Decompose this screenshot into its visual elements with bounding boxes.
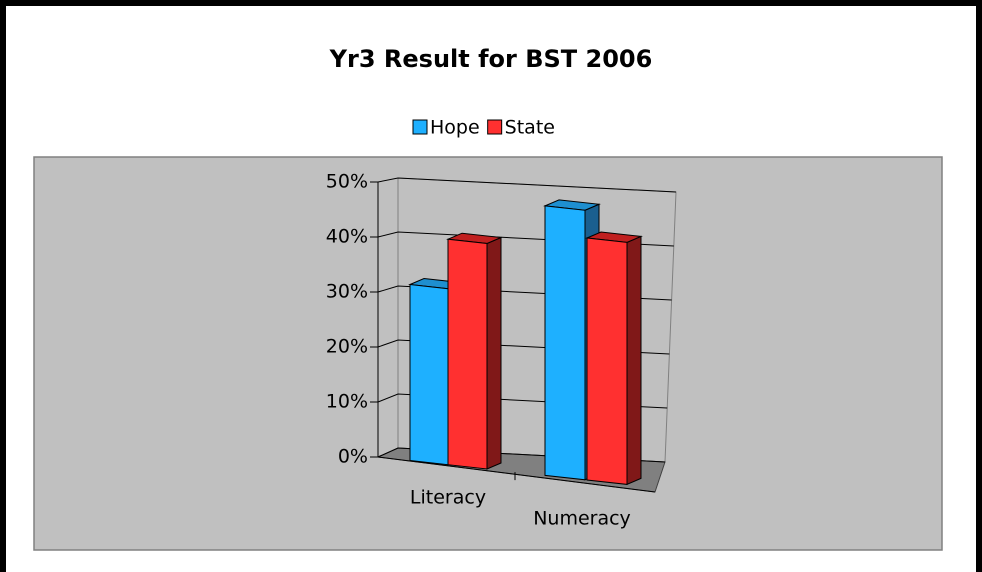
y-tick-label: 40% bbox=[326, 226, 368, 248]
y-tick-label: 50% bbox=[326, 171, 368, 193]
bar bbox=[544, 205, 586, 481]
y-tick-label: 10% bbox=[326, 391, 368, 413]
legend-label: State bbox=[505, 117, 555, 139]
y-tick-label: 0% bbox=[338, 446, 368, 468]
legend-swatch bbox=[412, 119, 428, 135]
y-tick-label: 20% bbox=[326, 336, 368, 358]
legend: Hope State bbox=[412, 117, 555, 139]
bar bbox=[447, 238, 488, 470]
legend-swatch bbox=[487, 119, 503, 135]
grid-line bbox=[377, 177, 677, 193]
bar-side bbox=[626, 235, 642, 486]
y-tick-label: 30% bbox=[326, 281, 368, 303]
x-axis bbox=[377, 456, 656, 493]
bar-side bbox=[486, 236, 502, 470]
x-tick-label: Literacy bbox=[410, 487, 486, 509]
x-tick-label: Numeracy bbox=[533, 508, 631, 530]
bar bbox=[409, 283, 449, 466]
chart-title: Yr3 Result for BST 2006 bbox=[329, 45, 653, 73]
bar bbox=[586, 237, 628, 485]
legend-label: Hope bbox=[430, 117, 480, 139]
